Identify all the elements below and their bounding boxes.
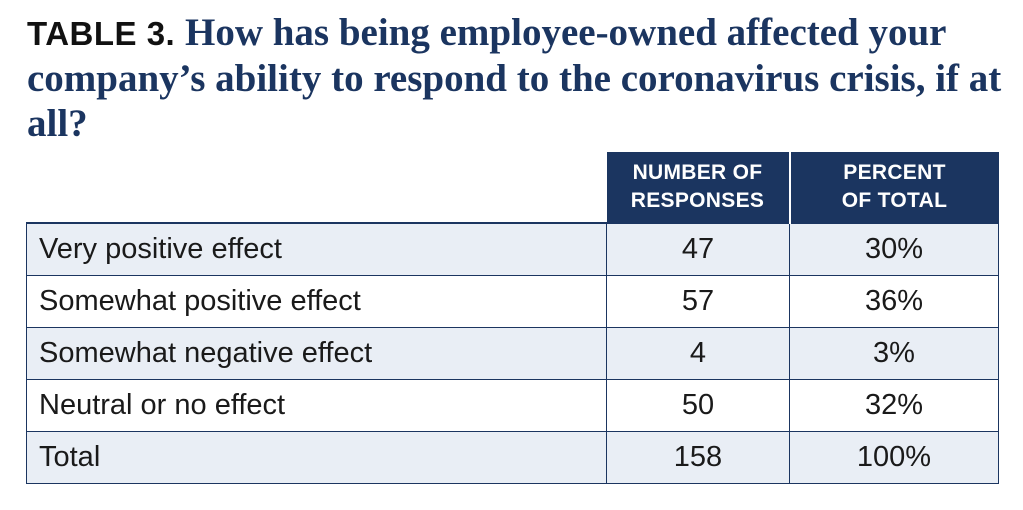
row-responses: 47 bbox=[606, 222, 790, 276]
table-row: Somewhat positive effect 57 36% bbox=[26, 275, 999, 328]
table-number-label: TABLE 3. bbox=[27, 15, 176, 52]
table-question: How has being employee-owned affected yo… bbox=[27, 11, 1002, 145]
row-percent: 100% bbox=[789, 431, 999, 484]
table-row: Neutral or no effect 50 32% bbox=[26, 379, 999, 432]
responses-table: NUMBER OF RESPONSES PERCENT OF TOTAL Ver… bbox=[26, 152, 999, 484]
row-percent: 30% bbox=[789, 222, 999, 276]
header-percent-of-total: PERCENT OF TOTAL bbox=[788, 152, 999, 223]
table-row: Very positive effect 47 30% bbox=[26, 222, 999, 276]
row-responses: 57 bbox=[606, 275, 790, 328]
total-row: Total 158 100% bbox=[26, 431, 999, 484]
table-row: Somewhat negative effect 4 3% bbox=[26, 327, 999, 380]
row-responses: 4 bbox=[606, 327, 790, 380]
row-label: Neutral or no effect bbox=[26, 379, 607, 432]
row-label: Total bbox=[26, 431, 607, 484]
row-percent: 32% bbox=[789, 379, 999, 432]
header-number-of-responses: NUMBER OF RESPONSES bbox=[606, 152, 790, 223]
row-percent: 36% bbox=[789, 275, 999, 328]
header-spacer bbox=[27, 152, 607, 223]
row-responses: 50 bbox=[606, 379, 790, 432]
table-title: TABLE 3. How has being employee-owned af… bbox=[27, 10, 1007, 146]
row-label: Somewhat negative effect bbox=[26, 327, 607, 380]
row-label: Somewhat positive effect bbox=[26, 275, 607, 328]
row-responses: 158 bbox=[606, 431, 790, 484]
row-label: Very positive effect bbox=[26, 222, 607, 276]
row-percent: 3% bbox=[789, 327, 999, 380]
header-row: NUMBER OF RESPONSES PERCENT OF TOTAL bbox=[27, 152, 999, 223]
